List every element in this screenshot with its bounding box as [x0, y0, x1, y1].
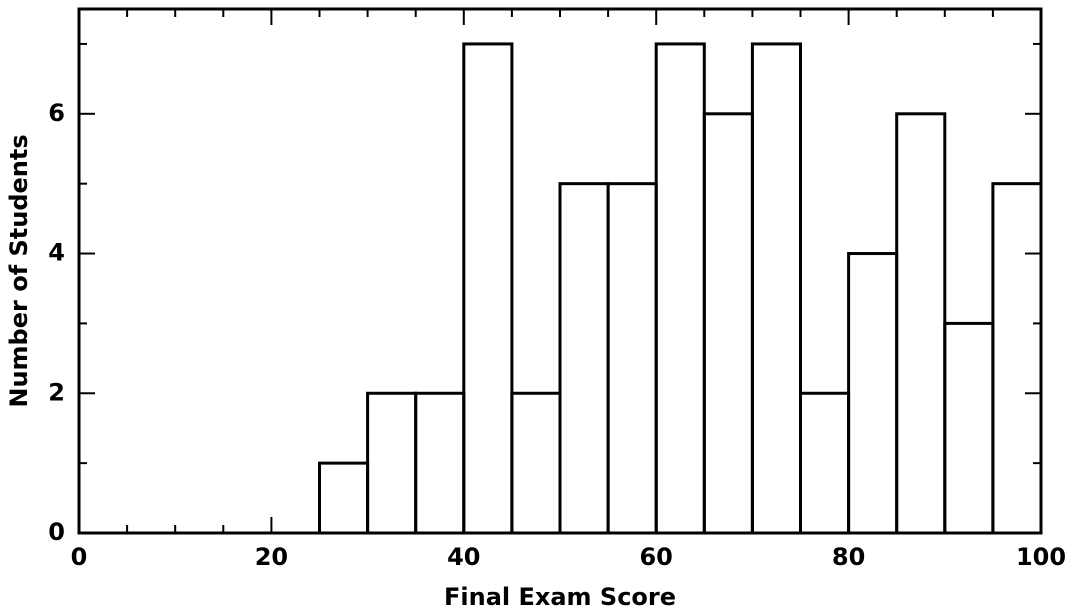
histogram-bar [702, 112, 754, 535]
x-tick-label: 0 [71, 543, 88, 571]
histogram-bar [750, 42, 803, 535]
x-tick-label: 20 [255, 543, 288, 571]
histogram-bar [366, 391, 418, 535]
y-tick-label: 0 [48, 518, 65, 546]
x-tick-label: 100 [1016, 543, 1066, 571]
plot-frame [77, 7, 1043, 535]
y-tick-label: 4 [48, 239, 65, 267]
histogram-bar [510, 391, 562, 535]
histogram-bar [847, 252, 899, 535]
y-tick-label: 6 [48, 99, 65, 127]
histogram-bar [654, 42, 706, 535]
histogram-bar [895, 112, 947, 535]
histogram-bar [318, 461, 370, 535]
histogram-bar [606, 182, 658, 535]
y-tick-label: 2 [48, 378, 65, 406]
histogram-bar [462, 42, 514, 535]
x-tick-label: 80 [832, 543, 865, 571]
x-tick-label: 60 [639, 543, 672, 571]
y-axis-label: Number of Students [5, 134, 33, 407]
x-tick-label: 40 [447, 543, 480, 571]
histogram-bar [799, 391, 851, 535]
histogram-bar [558, 182, 610, 535]
histogram-bar [414, 391, 466, 535]
x-axis-label: Final Exam Score [444, 583, 676, 611]
histogram-bar [943, 321, 995, 535]
histogram-bar [991, 182, 1043, 535]
